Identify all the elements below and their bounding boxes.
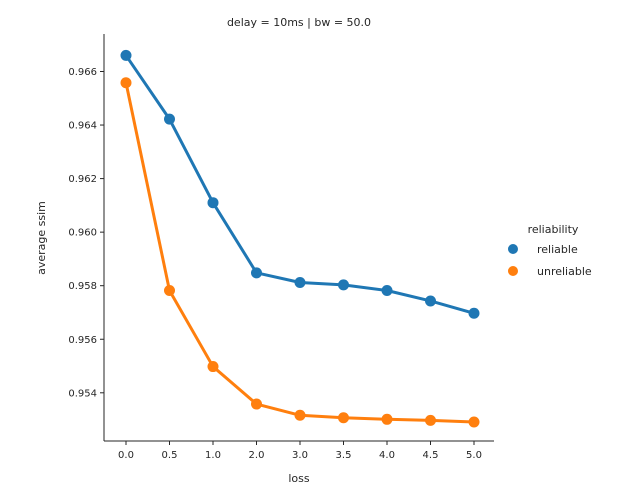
series-line-reliable xyxy=(124,54,475,315)
x-tick-label: 3.0 xyxy=(292,450,308,461)
data-point-reliable xyxy=(468,307,480,319)
chart-title: delay = 10ms | bw = 50.0 xyxy=(227,16,371,29)
data-point-unreliable xyxy=(120,77,132,89)
y-tick-label: 0.958 xyxy=(68,281,97,292)
legend-label-unreliable: unreliable xyxy=(537,265,592,278)
data-point-reliable xyxy=(251,267,262,279)
x-tick-label: 2.0 xyxy=(249,450,265,461)
data-point-unreliable xyxy=(338,412,349,424)
y-tick-label: 0.964 xyxy=(68,121,97,132)
x-tick-label: 0.0 xyxy=(118,450,134,461)
data-point-unreliable xyxy=(251,398,262,410)
data-point-reliable xyxy=(164,113,175,125)
y-tick-label: 0.962 xyxy=(68,174,97,185)
x-tick-label: 3.5 xyxy=(336,450,352,461)
data-point-reliable xyxy=(120,49,132,61)
x-tick-label: 1.0 xyxy=(205,450,221,461)
legend-marker-reliable xyxy=(508,244,518,254)
x-tick-label: 4.0 xyxy=(379,450,395,461)
x-tick-label: 4.5 xyxy=(423,450,439,461)
data-point-reliable xyxy=(425,295,436,307)
x-tick-label: 0.5 xyxy=(162,450,178,461)
data-point-unreliable xyxy=(425,414,436,426)
data-point-reliable xyxy=(381,285,393,297)
x-tick-label: 5.0 xyxy=(466,450,482,461)
y-tick-label: 0.960 xyxy=(68,228,97,239)
y-tick-label: 0.954 xyxy=(68,388,97,399)
legend-title: reliability xyxy=(528,223,579,236)
legend-marker-unreliable xyxy=(508,266,518,276)
legend: reliability reliable unreliable xyxy=(508,223,592,278)
data-point-unreliable xyxy=(294,409,306,421)
plot-area: 0.0 0.5 1.0 2.0 3.0 3.5 4.0 4.5 5.0 0.954 0.956 0.9… xyxy=(68,34,494,461)
data-point-reliable xyxy=(207,197,219,209)
data-point-unreliable xyxy=(164,285,175,297)
data-point-unreliable xyxy=(468,416,480,428)
legend-label-reliable: reliable xyxy=(537,243,578,256)
y-axis-label: average ssim xyxy=(35,201,48,275)
y-tick-label: 0.956 xyxy=(68,335,97,346)
data-point-unreliable xyxy=(207,361,219,373)
x-axis-label: loss xyxy=(288,472,310,485)
y-tick-label: 0.966 xyxy=(68,67,97,78)
data-point-reliable xyxy=(338,279,349,291)
data-point-reliable xyxy=(294,276,306,288)
data-point-unreliable xyxy=(381,413,393,425)
